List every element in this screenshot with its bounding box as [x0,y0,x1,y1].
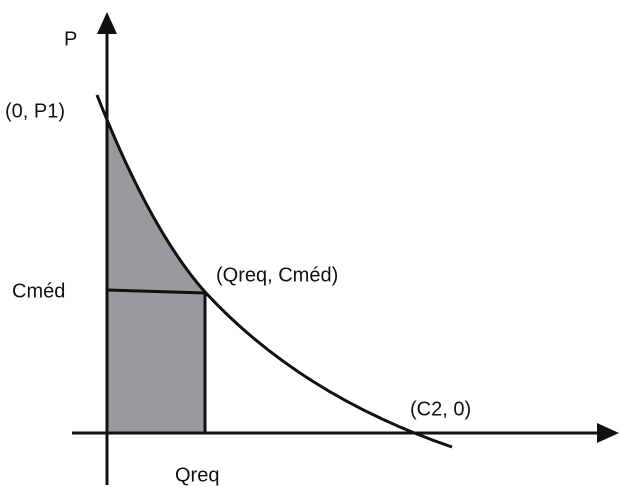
x-axis-arrow [597,423,619,443]
cmed-label: Cméd [12,280,65,302]
qreq-label: Qreq [175,464,219,486]
p1-label: (0, P1) [5,100,65,122]
y-axis-arrow [97,12,117,34]
c2-label: (C2, 0) [410,398,471,420]
cmed-line [106,288,206,295]
qreq-point-label: (Qreq, Cméd) [216,264,338,286]
demand-curve [95,94,453,449]
shaded-area [107,119,205,433]
p-axis-label: P [64,28,77,50]
